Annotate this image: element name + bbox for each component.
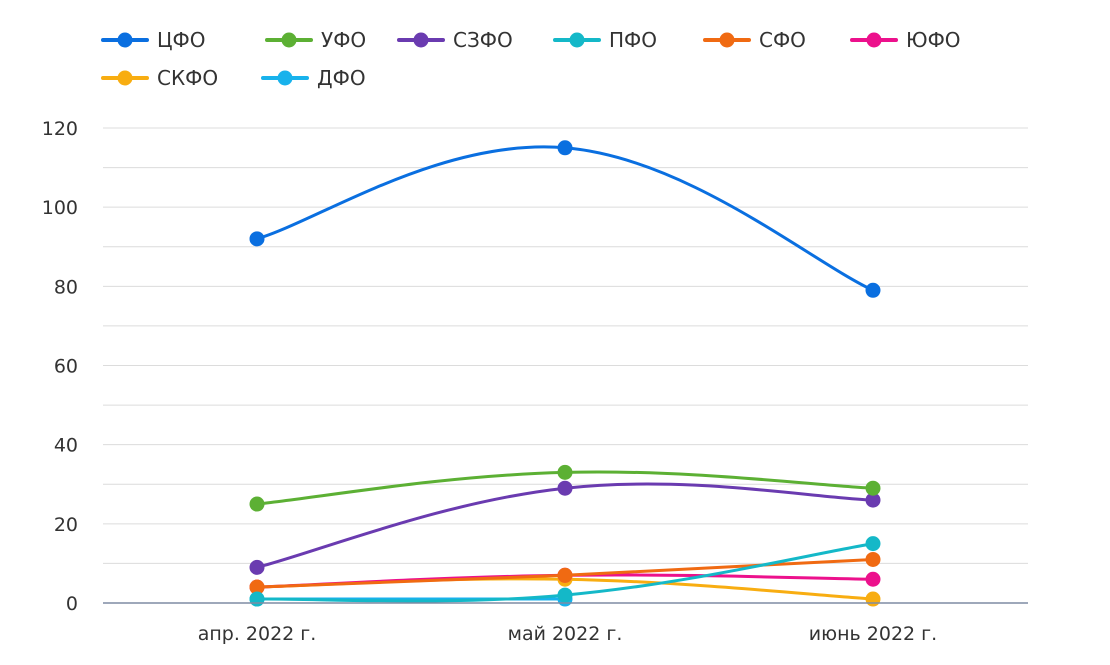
series-line	[256, 482, 874, 569]
series-layer	[249, 140, 881, 607]
legend-label: ДФО	[317, 66, 366, 90]
legend-item[interactable]: СФО	[703, 28, 806, 52]
data-point[interactable]	[865, 282, 881, 298]
legend-item[interactable]: ЦФО	[101, 28, 206, 52]
data-point[interactable]	[865, 551, 881, 567]
data-point[interactable]	[865, 571, 881, 587]
data-point[interactable]	[249, 231, 265, 247]
legend-marker	[569, 32, 585, 48]
legend-marker	[866, 32, 882, 48]
legend-label: ЦФО	[157, 28, 206, 52]
series-5	[249, 551, 881, 595]
series-3	[249, 480, 881, 575]
legend: ЦФО УФО СЗФО ПФО СФО ЮФО СКФО ДФО	[101, 28, 961, 90]
data-point[interactable]	[557, 567, 573, 583]
legend-item[interactable]: УФО	[265, 28, 366, 52]
x-tick-label: июнь 2022 г.	[809, 623, 937, 645]
data-point[interactable]	[865, 536, 881, 552]
data-point[interactable]	[557, 140, 573, 156]
data-point[interactable]	[249, 579, 265, 595]
data-point[interactable]	[865, 591, 881, 607]
y-tick-label: 0	[66, 593, 78, 615]
data-point[interactable]	[249, 496, 265, 512]
legend-item[interactable]: СКФО	[101, 66, 218, 90]
axes: 0 20 40 60 80 100 120 апр. 2022 г. май 2022 г. ию…	[42, 118, 1028, 645]
y-tick-label: 40	[54, 435, 78, 457]
data-point[interactable]	[865, 492, 881, 508]
legend-marker	[277, 70, 293, 86]
x-tick-label: апр. 2022 г.	[198, 623, 317, 645]
legend-label: СЗФО	[453, 28, 513, 52]
series-1	[249, 140, 881, 298]
data-point[interactable]	[557, 587, 573, 603]
legend-marker	[117, 70, 133, 86]
series-line	[256, 145, 874, 292]
legend-label: СФО	[759, 28, 806, 52]
legend-marker	[281, 32, 297, 48]
legend-marker	[413, 32, 429, 48]
legend-label: ПФО	[609, 28, 657, 52]
y-tick-label: 100	[42, 197, 78, 219]
legend-label: ЮФО	[906, 28, 961, 52]
legend-item[interactable]: ПФО	[553, 28, 657, 52]
y-tick-label: 60	[54, 356, 78, 378]
legend-item[interactable]: СЗФО	[397, 28, 513, 52]
legend-item[interactable]: ЮФО	[850, 28, 961, 52]
x-tick-label: май 2022 г.	[508, 623, 623, 645]
data-point[interactable]	[557, 464, 573, 480]
y-tick-label: 20	[54, 514, 78, 536]
data-point[interactable]	[249, 591, 265, 607]
legend-label: УФО	[321, 28, 366, 52]
y-tick-label: 80	[54, 276, 78, 298]
legend-marker	[117, 32, 133, 48]
legend-label: СКФО	[157, 66, 218, 90]
data-point[interactable]	[557, 480, 573, 496]
legend-item[interactable]: ДФО	[261, 66, 366, 90]
series-2	[249, 464, 881, 512]
grid	[103, 127, 1028, 564]
y-tick-label: 120	[42, 118, 78, 140]
data-point[interactable]	[249, 559, 265, 575]
legend-marker	[719, 32, 735, 48]
data-point[interactable]	[865, 480, 881, 496]
